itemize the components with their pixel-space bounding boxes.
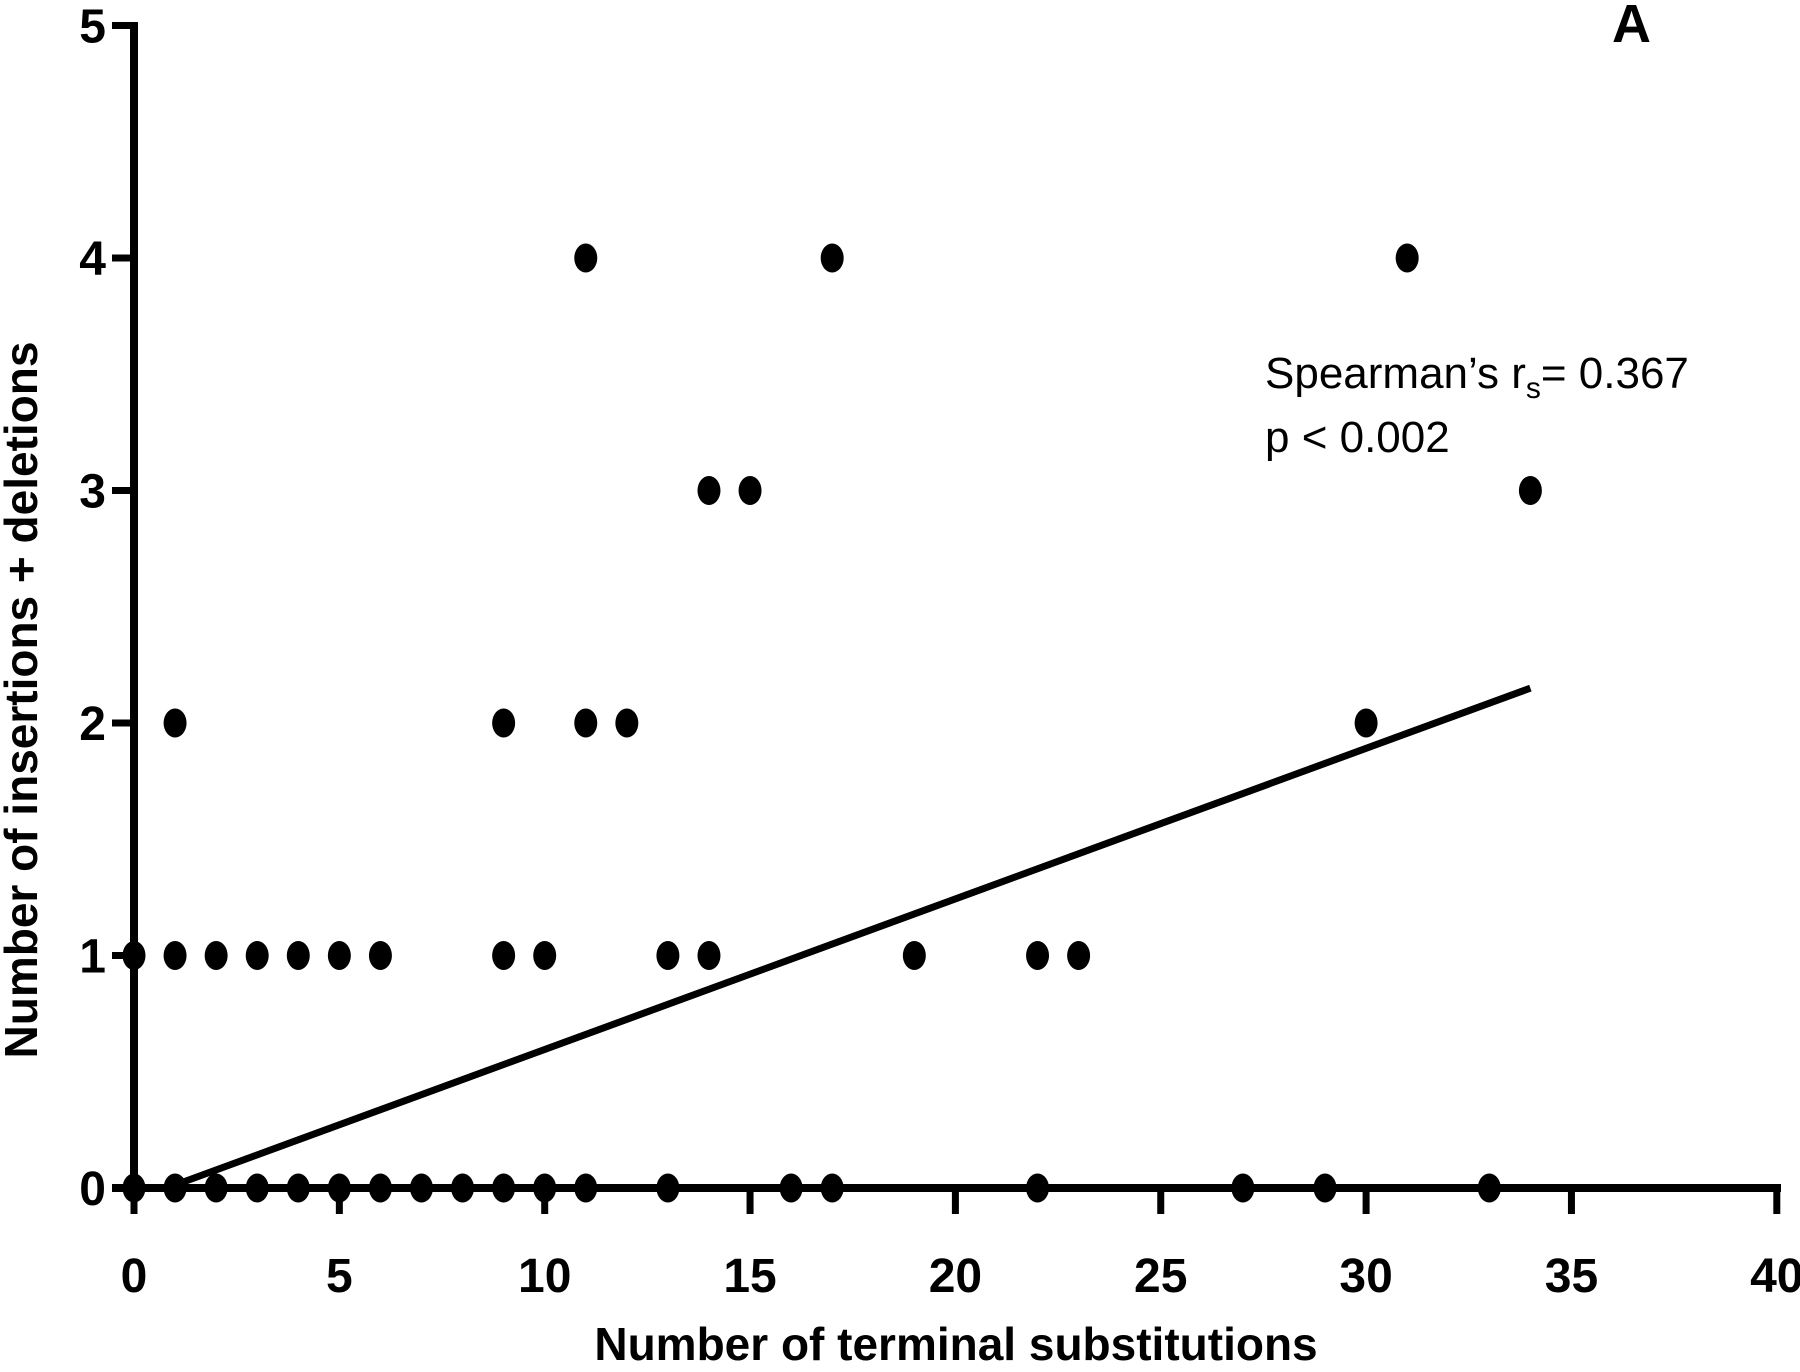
y-axis-tick-labels: 0 1 2 3 4 5: [79, 1, 106, 1217]
data-point: [245, 941, 269, 970]
x-tick-label: 5: [326, 1250, 353, 1303]
data-point: [656, 941, 680, 970]
data-point: [697, 941, 721, 970]
data-point: [1518, 476, 1542, 505]
data-point: [533, 941, 557, 970]
spearman-line: Spearman’s rs= 0.367: [1265, 349, 1689, 405]
x-tick-label: 40: [1750, 1250, 1800, 1303]
data-point: [163, 1173, 187, 1203]
y-tick-label: 4: [79, 233, 106, 286]
data-point: [492, 941, 516, 970]
stats-annotation: Spearman’s rs= 0.367 p < 0.002: [1265, 349, 1689, 462]
x-tick-label: 20: [929, 1250, 982, 1303]
data-point: [327, 941, 351, 970]
data-point: [368, 941, 392, 970]
data-point: [245, 1173, 269, 1203]
x-tick-label: 25: [1134, 1250, 1187, 1303]
x-tick-label: 15: [723, 1250, 776, 1303]
x-axis-title: Number of terminal substitutions: [594, 1318, 1317, 1370]
data-point: [779, 1173, 803, 1203]
data-points: [122, 243, 1542, 1203]
data-point: [574, 1173, 598, 1203]
data-point: [492, 708, 516, 738]
spearman-prefix: Spearman’s r: [1265, 349, 1526, 398]
data-point: [122, 1173, 146, 1203]
x-axis-tick-labels: 0 5 10 15 20 25 30 35 40: [121, 1250, 1800, 1303]
data-point: [820, 243, 844, 273]
data-point: [492, 1173, 516, 1203]
data-point: [286, 941, 310, 970]
data-point: [368, 1173, 392, 1203]
x-tick-label: 10: [518, 1250, 571, 1303]
data-point: [451, 1173, 475, 1203]
data-point: [738, 476, 762, 505]
data-point: [656, 1173, 680, 1203]
data-point: [615, 708, 639, 738]
data-point: [902, 941, 926, 970]
data-point: [1067, 941, 1091, 970]
y-tick-label: 1: [79, 931, 106, 984]
axes: [112, 24, 1781, 1192]
data-point: [163, 941, 187, 970]
y-tick-label: 2: [79, 698, 106, 751]
data-point: [286, 1173, 310, 1203]
data-point: [204, 1173, 228, 1203]
p-value-line: p < 0.002: [1265, 413, 1450, 462]
panel-label: A: [1612, 0, 1651, 54]
data-point: [1026, 1173, 1050, 1203]
data-point: [574, 708, 598, 738]
data-point: [122, 941, 146, 970]
x-tick-label: 0: [121, 1250, 148, 1303]
data-point: [204, 941, 228, 970]
y-tick-label: 0: [79, 1163, 106, 1216]
y-tick-label: 3: [79, 466, 106, 519]
data-point: [533, 1173, 557, 1203]
spearman-subscript: s: [1526, 372, 1541, 405]
data-point: [1026, 941, 1050, 970]
data-point: [1395, 243, 1419, 273]
x-tick-label: 30: [1339, 1250, 1392, 1303]
data-point: [820, 1173, 844, 1203]
data-point: [409, 1173, 433, 1203]
y-tick-label: 5: [79, 1, 106, 54]
data-point: [697, 476, 721, 505]
spearman-value: = 0.367: [1541, 349, 1689, 398]
data-point: [1231, 1173, 1255, 1203]
data-point: [1313, 1173, 1337, 1203]
data-point: [1477, 1173, 1501, 1203]
y-axis-title: Number of insertions + deletions: [0, 342, 47, 1059]
data-point: [163, 708, 187, 738]
data-point: [327, 1173, 351, 1203]
x-tick-label: 35: [1545, 1250, 1598, 1303]
data-point: [574, 243, 598, 273]
data-point: [1354, 708, 1378, 738]
trend-line: [165, 684, 1532, 1192]
